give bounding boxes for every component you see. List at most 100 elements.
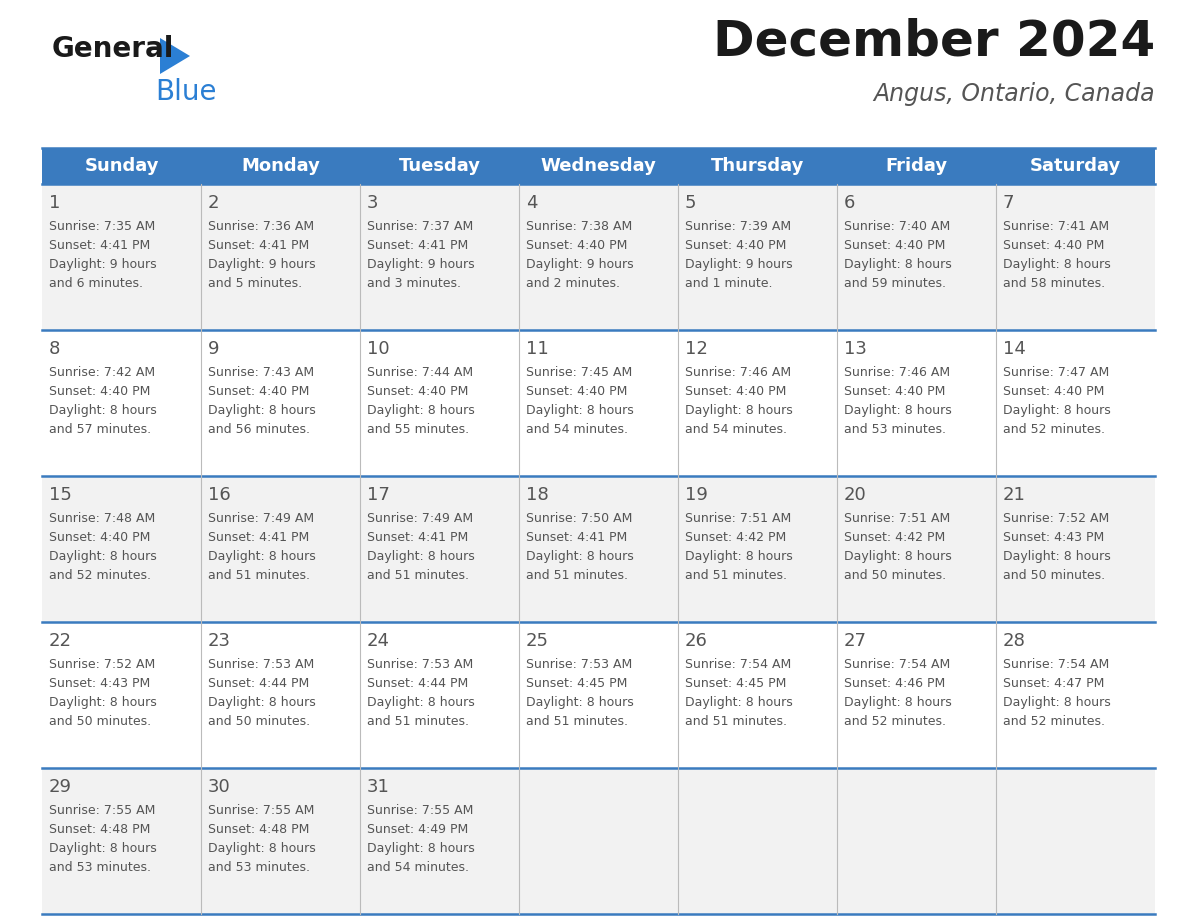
Text: Sunset: 4:41 PM: Sunset: 4:41 PM (526, 531, 627, 544)
Text: and 3 minutes.: and 3 minutes. (367, 277, 461, 290)
Text: 11: 11 (526, 340, 549, 358)
Text: Thursday: Thursday (710, 157, 804, 175)
Text: Sunset: 4:40 PM: Sunset: 4:40 PM (208, 385, 309, 398)
Text: 12: 12 (685, 340, 708, 358)
Text: Sunset: 4:41 PM: Sunset: 4:41 PM (208, 239, 309, 252)
Text: Daylight: 8 hours: Daylight: 8 hours (208, 696, 316, 709)
Text: Sunrise: 7:49 AM: Sunrise: 7:49 AM (367, 512, 473, 525)
Text: and 2 minutes.: and 2 minutes. (526, 277, 620, 290)
Text: Daylight: 8 hours: Daylight: 8 hours (49, 842, 157, 855)
Text: and 56 minutes.: and 56 minutes. (208, 423, 310, 436)
Text: Daylight: 8 hours: Daylight: 8 hours (843, 696, 952, 709)
Text: 14: 14 (1003, 340, 1026, 358)
Text: Sunset: 4:48 PM: Sunset: 4:48 PM (49, 823, 151, 836)
Text: Friday: Friday (885, 157, 948, 175)
Text: Wednesday: Wednesday (541, 157, 657, 175)
Text: Sunset: 4:44 PM: Sunset: 4:44 PM (208, 677, 309, 690)
Text: and 54 minutes.: and 54 minutes. (367, 861, 469, 874)
Bar (42, 622, 1155, 768)
Text: Sunset: 4:41 PM: Sunset: 4:41 PM (208, 531, 309, 544)
Text: Daylight: 8 hours: Daylight: 8 hours (1003, 696, 1111, 709)
Text: Sunrise: 7:43 AM: Sunrise: 7:43 AM (208, 366, 314, 379)
Text: Sunrise: 7:37 AM: Sunrise: 7:37 AM (367, 220, 473, 233)
Text: Sunset: 4:42 PM: Sunset: 4:42 PM (685, 531, 786, 544)
Text: Sunset: 4:40 PM: Sunset: 4:40 PM (843, 239, 946, 252)
Text: and 50 minutes.: and 50 minutes. (843, 569, 946, 582)
Text: and 53 minutes.: and 53 minutes. (49, 861, 151, 874)
Text: Sunrise: 7:54 AM: Sunrise: 7:54 AM (843, 658, 950, 671)
Text: Daylight: 8 hours: Daylight: 8 hours (843, 404, 952, 417)
Text: Sunset: 4:45 PM: Sunset: 4:45 PM (685, 677, 786, 690)
Text: 16: 16 (208, 486, 230, 504)
Text: Sunrise: 7:54 AM: Sunrise: 7:54 AM (685, 658, 791, 671)
Text: Sunrise: 7:47 AM: Sunrise: 7:47 AM (1003, 366, 1110, 379)
Text: Daylight: 8 hours: Daylight: 8 hours (49, 696, 157, 709)
Text: and 50 minutes.: and 50 minutes. (208, 715, 310, 728)
Text: and 57 minutes.: and 57 minutes. (49, 423, 151, 436)
Text: 19: 19 (685, 486, 708, 504)
Text: Daylight: 9 hours: Daylight: 9 hours (685, 258, 792, 271)
Text: Sunset: 4:41 PM: Sunset: 4:41 PM (49, 239, 150, 252)
Text: and 50 minutes.: and 50 minutes. (49, 715, 151, 728)
Text: 17: 17 (367, 486, 390, 504)
Text: Sunset: 4:40 PM: Sunset: 4:40 PM (843, 385, 946, 398)
Text: and 51 minutes.: and 51 minutes. (526, 715, 628, 728)
Text: Sunset: 4:40 PM: Sunset: 4:40 PM (526, 385, 627, 398)
Text: 2: 2 (208, 194, 220, 212)
Text: Daylight: 8 hours: Daylight: 8 hours (208, 842, 316, 855)
Text: Daylight: 9 hours: Daylight: 9 hours (526, 258, 633, 271)
Text: Sunday: Sunday (84, 157, 159, 175)
Text: and 58 minutes.: and 58 minutes. (1003, 277, 1105, 290)
Bar (42, 184, 1155, 330)
Text: Sunrise: 7:52 AM: Sunrise: 7:52 AM (49, 658, 156, 671)
Text: Sunrise: 7:45 AM: Sunrise: 7:45 AM (526, 366, 632, 379)
Text: 24: 24 (367, 632, 390, 650)
Text: and 50 minutes.: and 50 minutes. (1003, 569, 1105, 582)
Text: Sunset: 4:40 PM: Sunset: 4:40 PM (1003, 239, 1105, 252)
Text: General: General (52, 35, 175, 63)
Text: Sunrise: 7:35 AM: Sunrise: 7:35 AM (49, 220, 156, 233)
Text: Sunset: 4:43 PM: Sunset: 4:43 PM (49, 677, 150, 690)
Text: Sunset: 4:40 PM: Sunset: 4:40 PM (526, 239, 627, 252)
Text: 31: 31 (367, 778, 390, 796)
Text: and 51 minutes.: and 51 minutes. (367, 715, 469, 728)
Text: and 6 minutes.: and 6 minutes. (49, 277, 143, 290)
Text: 13: 13 (843, 340, 867, 358)
Text: Sunrise: 7:39 AM: Sunrise: 7:39 AM (685, 220, 791, 233)
Text: Sunrise: 7:41 AM: Sunrise: 7:41 AM (1003, 220, 1110, 233)
Text: 21: 21 (1003, 486, 1026, 504)
Text: Sunrise: 7:40 AM: Sunrise: 7:40 AM (843, 220, 950, 233)
Text: Sunset: 4:45 PM: Sunset: 4:45 PM (526, 677, 627, 690)
Text: Sunrise: 7:46 AM: Sunrise: 7:46 AM (843, 366, 950, 379)
Text: Sunrise: 7:54 AM: Sunrise: 7:54 AM (1003, 658, 1110, 671)
Text: and 52 minutes.: and 52 minutes. (49, 569, 151, 582)
Text: Sunset: 4:44 PM: Sunset: 4:44 PM (367, 677, 468, 690)
Bar (42, 768, 1155, 914)
Text: Daylight: 9 hours: Daylight: 9 hours (367, 258, 475, 271)
Text: 28: 28 (1003, 632, 1026, 650)
Bar (42, 330, 1155, 476)
Text: Daylight: 8 hours: Daylight: 8 hours (367, 696, 475, 709)
Text: 18: 18 (526, 486, 549, 504)
Text: Sunset: 4:41 PM: Sunset: 4:41 PM (367, 531, 468, 544)
Text: 9: 9 (208, 340, 220, 358)
Text: and 51 minutes.: and 51 minutes. (685, 569, 786, 582)
Text: and 5 minutes.: and 5 minutes. (208, 277, 302, 290)
Text: Daylight: 8 hours: Daylight: 8 hours (526, 404, 633, 417)
Text: Daylight: 8 hours: Daylight: 8 hours (843, 258, 952, 271)
Text: 7: 7 (1003, 194, 1015, 212)
Text: Sunrise: 7:55 AM: Sunrise: 7:55 AM (49, 804, 156, 817)
Text: Sunrise: 7:51 AM: Sunrise: 7:51 AM (685, 512, 791, 525)
Text: Daylight: 8 hours: Daylight: 8 hours (526, 550, 633, 563)
Text: 5: 5 (685, 194, 696, 212)
Text: 27: 27 (843, 632, 867, 650)
Text: 15: 15 (49, 486, 72, 504)
Text: and 54 minutes.: and 54 minutes. (685, 423, 786, 436)
Text: 29: 29 (49, 778, 72, 796)
Text: and 53 minutes.: and 53 minutes. (208, 861, 310, 874)
Text: Sunset: 4:40 PM: Sunset: 4:40 PM (49, 531, 151, 544)
Text: 30: 30 (208, 778, 230, 796)
Text: Blue: Blue (154, 78, 216, 106)
Text: Sunrise: 7:53 AM: Sunrise: 7:53 AM (208, 658, 315, 671)
Text: Sunrise: 7:36 AM: Sunrise: 7:36 AM (208, 220, 314, 233)
